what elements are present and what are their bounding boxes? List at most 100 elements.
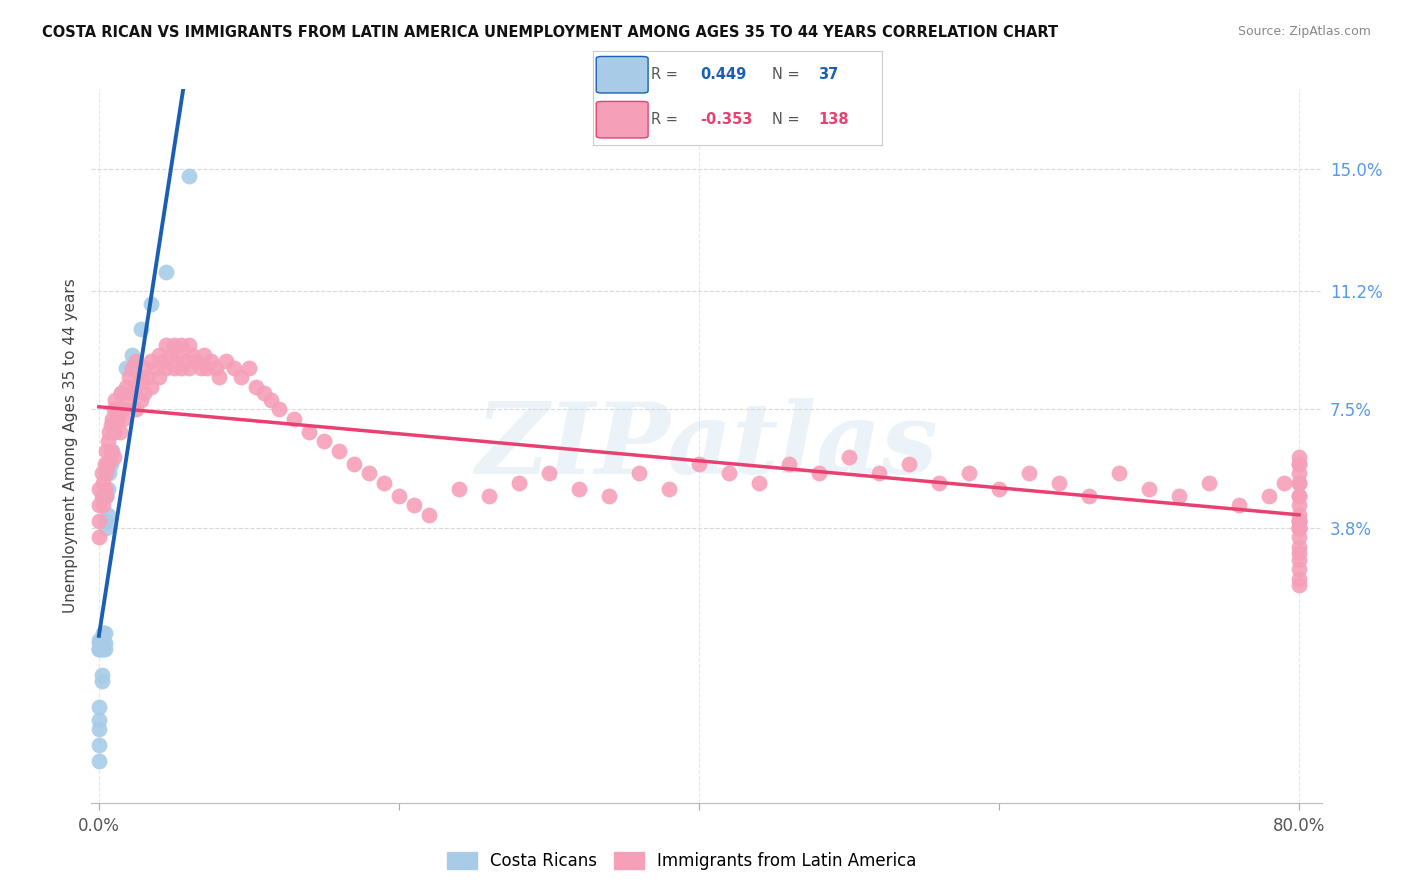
Point <box>121 348 143 362</box>
Point <box>1168 489 1191 503</box>
Point <box>1288 562 1310 576</box>
Point <box>90 642 112 657</box>
Point <box>357 466 380 480</box>
Point <box>163 360 186 375</box>
Point <box>838 450 860 465</box>
Point <box>260 392 283 407</box>
Point <box>537 466 560 480</box>
Point <box>418 508 440 522</box>
Point <box>87 642 110 657</box>
Point <box>125 402 148 417</box>
Point <box>1288 457 1310 471</box>
Point <box>1047 475 1070 490</box>
Point <box>778 457 800 471</box>
Point <box>343 457 366 471</box>
Point <box>87 530 110 544</box>
Point <box>200 354 222 368</box>
Point <box>107 402 129 417</box>
Point <box>1288 572 1310 586</box>
Point <box>96 514 118 528</box>
Y-axis label: Unemployment Among Ages 35 to 44 years: Unemployment Among Ages 35 to 44 years <box>62 278 77 614</box>
Point <box>1288 466 1310 480</box>
Point <box>215 354 238 368</box>
Point <box>87 699 110 714</box>
Point <box>748 475 770 490</box>
Point <box>97 457 120 471</box>
Point <box>132 360 155 375</box>
Point <box>104 392 127 407</box>
Point <box>103 402 125 417</box>
Point <box>105 412 128 426</box>
Point <box>208 370 231 384</box>
Point <box>101 443 124 458</box>
Point <box>166 348 188 362</box>
Point <box>163 338 186 352</box>
Point <box>155 360 177 375</box>
Point <box>87 713 110 727</box>
Point <box>253 386 276 401</box>
Point <box>957 466 980 480</box>
Point <box>100 457 122 471</box>
Point <box>90 674 112 689</box>
Point <box>658 482 681 496</box>
Point <box>238 360 260 375</box>
Point <box>283 412 305 426</box>
Text: ZIPatlas: ZIPatlas <box>475 398 938 494</box>
Point <box>177 360 200 375</box>
Point <box>93 636 115 650</box>
Point <box>87 514 110 528</box>
Point <box>148 370 170 384</box>
Point <box>87 498 110 512</box>
Point <box>388 489 411 503</box>
Point <box>193 348 215 362</box>
Point <box>1258 489 1281 503</box>
Point <box>90 668 112 682</box>
Point <box>1288 489 1310 503</box>
Point <box>312 434 335 449</box>
Text: 37: 37 <box>818 67 838 82</box>
Point <box>1288 450 1310 465</box>
Point <box>141 296 163 310</box>
Point <box>808 466 831 480</box>
Text: N =: N = <box>772 67 800 82</box>
Point <box>298 425 321 439</box>
Point <box>87 642 110 657</box>
Point <box>141 380 163 394</box>
Point <box>160 348 183 362</box>
Point <box>170 338 193 352</box>
Point <box>177 169 200 183</box>
Point <box>132 386 155 401</box>
Point <box>231 370 253 384</box>
Point <box>180 348 202 362</box>
Text: R =: R = <box>651 112 678 128</box>
Point <box>97 434 120 449</box>
Legend: Costa Ricans, Immigrants from Latin America: Costa Ricans, Immigrants from Latin Amer… <box>440 845 924 877</box>
Point <box>1288 520 1310 534</box>
Point <box>170 360 193 375</box>
Point <box>93 642 115 657</box>
Text: 138: 138 <box>818 112 849 128</box>
Point <box>110 386 132 401</box>
Point <box>96 489 118 503</box>
Point <box>1198 475 1220 490</box>
Point <box>98 425 121 439</box>
Point <box>87 738 110 752</box>
Point <box>121 386 143 401</box>
Point <box>1288 546 1310 560</box>
Point <box>129 392 152 407</box>
Point <box>1137 482 1160 496</box>
Point <box>1288 520 1310 534</box>
Point <box>100 418 122 433</box>
Text: N =: N = <box>772 112 800 128</box>
Point <box>96 443 118 458</box>
Point <box>205 360 228 375</box>
Text: 0.449: 0.449 <box>700 67 747 82</box>
Point <box>103 425 125 439</box>
Point <box>115 380 138 394</box>
Point <box>101 412 124 426</box>
Point <box>1288 520 1310 534</box>
Point <box>87 482 110 496</box>
Point <box>222 360 245 375</box>
Point <box>96 520 118 534</box>
Point <box>110 386 132 401</box>
